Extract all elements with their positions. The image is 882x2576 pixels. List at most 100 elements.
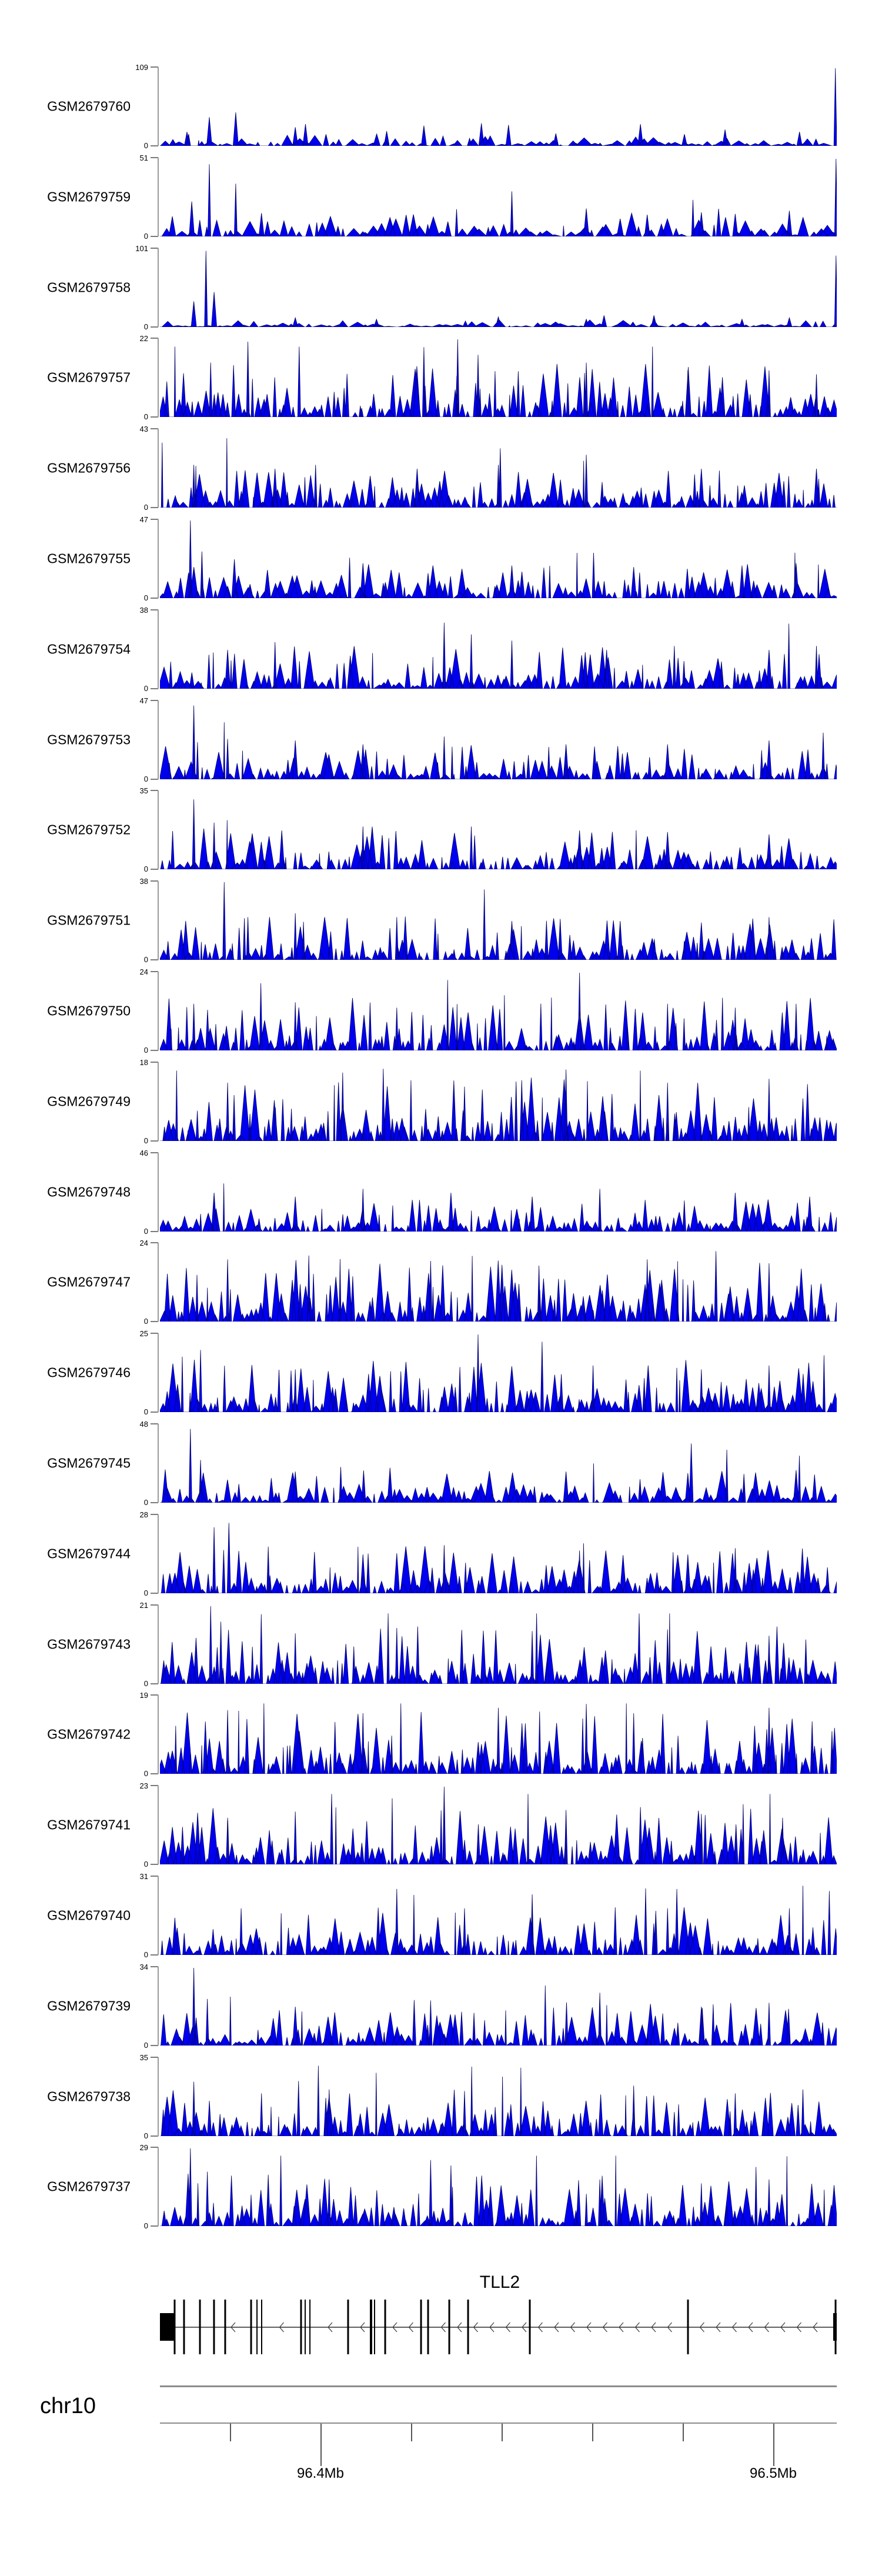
y-axis-bottom-tick	[151, 416, 158, 418]
track-sample-label: GSM2679741	[47, 1817, 131, 1833]
y-axis-line	[158, 1153, 159, 1232]
track-sample-label: GSM2679742	[47, 1726, 131, 1742]
exon-bar	[260, 2300, 262, 2354]
track-row: 31 0 GSM2679740	[0, 1873, 882, 1959]
exon-bar	[373, 2300, 375, 2354]
y-axis-top-tick	[151, 2147, 158, 2148]
signal-area	[160, 158, 837, 236]
exon-bar	[467, 2300, 469, 2354]
genome-axis-minor-tick	[411, 2424, 412, 2441]
y-axis-bottom-tick	[151, 959, 158, 960]
exon-bar	[347, 2300, 349, 2354]
exon-bar	[369, 2300, 372, 2354]
track-ymin-label: 0	[143, 2131, 148, 2140]
track-ymax-label: 23	[139, 1781, 148, 1790]
strand-arrow-left-icon	[537, 2322, 543, 2333]
strand-arrow-left-icon	[586, 2322, 592, 2333]
signal-area	[160, 972, 837, 1050]
signal-area	[160, 882, 837, 960]
track-ymax-label: 34	[139, 1963, 148, 1971]
track-row: 21 0 GSM2679743	[0, 1601, 882, 1688]
exon-bar	[529, 2300, 531, 2354]
strand-arrow-left-icon	[360, 2322, 365, 2333]
exon-bar	[256, 2300, 258, 2354]
track-row: 19 0 GSM2679742	[0, 1691, 882, 1777]
track-ymin-label: 0	[143, 2221, 148, 2230]
track-ymin-label: 0	[143, 1679, 148, 1688]
track-ymin-label: 0	[143, 232, 148, 241]
strand-arrow-left-icon	[619, 2322, 624, 2333]
track-ymin-label: 0	[143, 1950, 148, 1959]
track-ymin-label: 0	[143, 1498, 148, 1507]
track-ymax-label: 24	[139, 967, 148, 976]
signal-area	[160, 1967, 837, 2046]
y-axis-line	[158, 1695, 159, 1774]
y-axis-line	[158, 790, 159, 869]
y-axis-bottom-tick	[151, 1773, 158, 1774]
y-axis-line	[158, 2057, 159, 2136]
y-axis-top-tick	[151, 66, 158, 68]
track-ymax-label: 22	[139, 334, 148, 343]
strand-arrow-left-icon	[328, 2322, 333, 2333]
track-ymax-label: 38	[139, 877, 148, 886]
track-row: 23 0 GSM2679741	[0, 1782, 882, 1868]
track-ymax-label: 25	[139, 1329, 148, 1338]
y-axis-line	[158, 972, 159, 1050]
y-axis-top-tick	[151, 1423, 158, 1424]
y-axis-top-tick	[151, 2057, 158, 2058]
exon-bar	[687, 2300, 689, 2354]
strand-arrow-left-icon	[634, 2322, 640, 2333]
track-sample-label: GSM2679759	[47, 189, 131, 205]
genome-axis-major-tick	[773, 2424, 774, 2466]
y-axis-bottom-tick	[151, 1050, 158, 1051]
y-axis-bottom-tick	[151, 1683, 158, 1684]
y-axis-line	[158, 1605, 159, 1684]
y-axis-bottom-tick	[151, 1412, 158, 1413]
y-axis-line	[158, 1786, 159, 1864]
track-sample-label: GSM2679748	[47, 1184, 131, 1200]
strand-arrow-left-icon	[522, 2322, 527, 2333]
y-axis-line	[158, 158, 159, 236]
signal-area	[160, 1183, 837, 1232]
genome-axis-tick-label: 96.4Mb	[296, 2465, 345, 2481]
strand-arrow-left-icon	[554, 2322, 559, 2333]
genome-axis-minor-tick	[230, 2424, 231, 2441]
y-axis-bottom-tick	[151, 869, 158, 870]
y-axis-bottom-tick	[151, 1502, 158, 1503]
track-row: 18 0 GSM2679749	[0, 1059, 882, 1144]
track-ymax-label: 35	[139, 2053, 148, 2062]
gene-name-label: TLL2	[479, 2273, 520, 2292]
strand-arrow-left-icon	[489, 2322, 495, 2333]
y-axis-top-tick	[151, 1242, 158, 1243]
track-ymin-label: 0	[143, 1407, 148, 1416]
track-ymin-label: 0	[143, 141, 148, 150]
track-sample-label: GSM2679758	[47, 279, 131, 295]
track-sample-label: GSM2679754	[47, 641, 131, 657]
track-ymin-label: 0	[143, 1589, 148, 1597]
y-axis-top-tick	[151, 519, 158, 520]
track-row: 35 0 GSM2679752	[0, 787, 882, 873]
signal-area	[160, 1703, 837, 1774]
strand-arrow-left-icon	[764, 2322, 769, 2333]
y-axis-bottom-tick	[151, 1231, 158, 1232]
gene-terminal-exon-box	[160, 2313, 175, 2341]
track-row: 34 0 GSM2679739	[0, 1963, 882, 2049]
exon-bar	[250, 2300, 252, 2354]
y-axis-top-tick	[151, 1514, 158, 1515]
y-axis-top-tick	[151, 1876, 158, 1877]
y-axis-top-tick	[151, 971, 158, 972]
y-axis-top-tick	[151, 790, 158, 791]
y-axis-bottom-tick	[151, 1321, 158, 1322]
y-axis-line	[158, 610, 159, 689]
y-axis-bottom-tick	[151, 236, 158, 237]
exon-bar	[309, 2300, 311, 2354]
strand-arrow-left-icon	[505, 2322, 510, 2333]
track-row: 48 0 GSM2679745	[0, 1420, 882, 1507]
y-axis-top-tick	[151, 1152, 158, 1153]
strand-arrow-left-icon	[796, 2322, 801, 2333]
y-axis-top-tick	[151, 338, 158, 339]
track-ymax-label: 21	[139, 1601, 148, 1610]
track-ymax-label: 48	[139, 1420, 148, 1429]
y-axis-top-tick	[151, 880, 158, 882]
strand-arrow-left-icon	[392, 2322, 397, 2333]
